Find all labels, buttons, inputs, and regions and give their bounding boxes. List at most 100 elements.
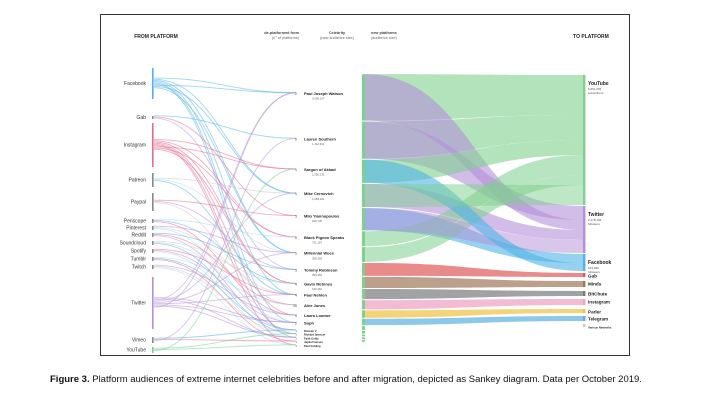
celebrity-name: Tommy Robinson [304, 267, 338, 272]
to-node-minds [583, 281, 586, 287]
from-link [153, 180, 297, 296]
from-link [153, 267, 297, 346]
from-node-pinterest [152, 226, 154, 230]
celebrity-audience-size: 358,369 [312, 256, 323, 260]
from-link [153, 240, 297, 284]
from-link [153, 257, 297, 331]
to-label-twitter: Twitter [588, 212, 604, 218]
nodes-layer [152, 68, 586, 353]
from-link [153, 294, 297, 305]
to-link-telegram [365, 316, 583, 326]
celebrity-audience-size: 1,056,235 [312, 173, 325, 177]
from-link [153, 147, 297, 238]
to-label-facebook: Facebook [588, 260, 612, 266]
celebrity-bar [362, 121, 365, 159]
from-label-soundcloud: Soundcloud [120, 241, 147, 247]
from-link [153, 177, 297, 194]
to-platform-header: TO PLATFORM [573, 34, 609, 40]
figure-frame: FROM PLATFORM de-platformed from (n° of … [100, 14, 630, 356]
new-platforms-header-line2: (audience size) [371, 36, 397, 40]
from-link [153, 221, 297, 316]
from-link [153, 86, 297, 194]
from-node-instagram [152, 123, 154, 167]
from-label-tumblr: Tumblr [131, 257, 147, 263]
deplatformed-count: 3 [295, 215, 297, 219]
right-links-layer [365, 74, 583, 326]
from-label-periscope: Periscope [124, 219, 146, 225]
caption-label: Figure 3. [50, 374, 90, 385]
from-label-vimeo: Vimeo [132, 338, 146, 344]
from-link [153, 304, 297, 323]
from-link [153, 256, 297, 306]
deplatformed-count: 1 [295, 192, 297, 196]
celebrity-bar [362, 183, 365, 208]
celebrity-audience-size: 190,451 [312, 287, 323, 291]
to-audience-size: 6,691,255 [588, 87, 602, 91]
to-audience-size: 2,278,136 [588, 218, 602, 222]
celebrity-audience-size: 3,068,107 [312, 96, 325, 100]
deplatformed-header-line2: (n° of platforms) [272, 36, 300, 40]
from-node-tumblr [152, 257, 154, 261]
to-label-telegram: Telegram [588, 317, 608, 322]
from-node-twitch [152, 265, 154, 269]
from-link [153, 200, 297, 270]
to-label-parler: Parler [588, 310, 601, 315]
deplatformed-count: 0 [295, 137, 297, 141]
to-node-bitchute [583, 291, 586, 296]
from-link [153, 243, 297, 335]
from-link [153, 117, 297, 270]
from-node-youtube [152, 347, 154, 353]
from-link [153, 344, 297, 350]
to-link-bitchute [365, 288, 583, 300]
from-label-spotify: Spotify [131, 249, 147, 255]
celebrity-name: Black Pigeon Speaks [304, 235, 345, 240]
to-node-various-networks [583, 324, 586, 327]
from-label-gab: Gab [137, 115, 147, 121]
from-link [153, 142, 297, 316]
from-link [153, 264, 297, 316]
from-node-gab [152, 116, 154, 119]
celebrity-bar [362, 208, 365, 231]
from-label-reddit: Reddit [132, 233, 147, 239]
deplatformed-count: 2 [295, 321, 297, 325]
from-link [153, 192, 297, 302]
to-audience-unit: subscribers [588, 91, 604, 95]
celebrity-bar [362, 288, 365, 300]
to-audience-unit: followers [588, 270, 600, 274]
from-link [153, 199, 297, 216]
celebrity-header-line1: Celebrity [329, 31, 346, 35]
celebrity-name: Milo Yiannopoulos [304, 214, 340, 219]
celebrity-bar [362, 262, 365, 276]
celebrity-name: Paul Nehlen [304, 293, 327, 298]
from-label-paypal: Paypal [131, 200, 146, 206]
from-link [153, 168, 297, 352]
celebrity-bar [362, 340, 365, 342]
caption-text: Platform audiences of extreme internet c… [89, 374, 642, 385]
from-link [153, 241, 297, 316]
deplatformed-count: 10 [293, 304, 297, 308]
from-link [153, 305, 297, 338]
to-node-parler [583, 309, 586, 313]
from-node-spotify [152, 249, 154, 253]
from-label-youtube: YouTube [126, 348, 146, 354]
celebrity-bar [362, 318, 365, 326]
to-label-instagram: Instagram [588, 300, 610, 305]
celebrity-name: Soph [304, 320, 315, 325]
deplatformed-count: 1 [296, 344, 298, 348]
deplatformed-count: 1 [296, 333, 298, 337]
from-label-patreon: Patreon [128, 178, 146, 184]
to-label-youtube: YouTube [588, 81, 609, 87]
from-label-twitch: Twitch [132, 265, 146, 271]
celebrity-bar [362, 337, 365, 340]
from-label-facebook: Facebook [124, 81, 146, 87]
celebrity-bar [362, 247, 365, 262]
to-node-instagram [583, 299, 586, 305]
celebrity-name: Gavin McInnes [304, 281, 333, 286]
celebrity-audience-size: 1,442,911 [312, 142, 325, 146]
from-link [153, 116, 297, 216]
celebrity-name: Laura Loomer [304, 313, 331, 318]
celebrity-bar [362, 300, 365, 310]
celebrity-audience-size: 1,083,181 [312, 197, 325, 201]
celebrity-bar [362, 231, 365, 247]
deplatformed-count: 4 [295, 294, 297, 298]
